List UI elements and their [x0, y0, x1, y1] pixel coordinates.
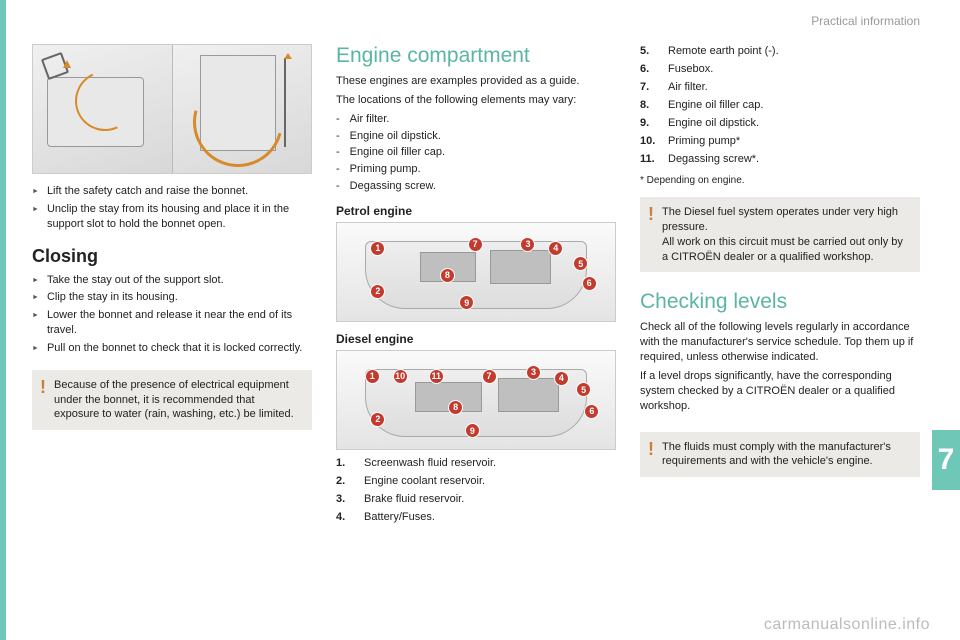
engine-marker: 4	[548, 241, 563, 256]
legend-text: Brake fluid reservoir.	[364, 492, 464, 508]
checking-levels-heading: Checking levels	[640, 290, 920, 314]
engine-marker: 7	[482, 369, 497, 384]
warning-icon: !	[40, 378, 46, 423]
legend-text: Engine coolant reservoir.	[364, 474, 485, 490]
engine-marker: 7	[468, 237, 483, 252]
legend-num: 10.	[640, 134, 668, 150]
closing-steps: Take the stay out of the support slot. C…	[32, 273, 312, 356]
bonnet-figure	[32, 44, 312, 174]
warning-fluids: ! The fluids must comply with the manufa…	[640, 432, 920, 478]
engine-marker: 1	[365, 369, 380, 384]
diesel-heading: Diesel engine	[336, 332, 616, 346]
engine-marker: 6	[582, 276, 597, 291]
vary-list: Air filter. Engine oil dipstick. Engine …	[336, 112, 616, 194]
step-text: Lift the safety catch and raise the bonn…	[47, 184, 248, 199]
legend-num: 9.	[640, 116, 668, 132]
legend-text: Screenwash fluid reservoir.	[364, 456, 496, 472]
engine-marker: 8	[440, 268, 455, 283]
chapter-tab: 7	[932, 430, 960, 490]
diesel-engine-figure: 1101173456289	[336, 350, 616, 450]
intro-text: These engines are examples provided as a…	[336, 74, 616, 89]
warning-line: The Diesel fuel system operates under ve…	[662, 206, 898, 233]
step-text: Lower the bonnet and release it near the…	[47, 308, 312, 338]
warning-water: ! Because of the presence of electrical …	[32, 370, 312, 431]
legend-num: 2.	[336, 474, 364, 490]
engine-marker: 4	[554, 371, 569, 386]
step-text: Unclip the stay from its housing and pla…	[47, 202, 312, 232]
levels-paragraph: If a level drops significantly, have the…	[640, 369, 920, 414]
intro-text: The locations of the following elements …	[336, 93, 616, 108]
engine-marker: 2	[370, 412, 385, 427]
engine-marker: 11	[429, 369, 444, 384]
engine-compartment-heading: Engine compartment	[336, 44, 616, 68]
legend-num: 6.	[640, 62, 668, 78]
legend-text: Air filter.	[668, 80, 708, 96]
legend-text: Engine oil dipstick.	[668, 116, 759, 132]
column-2: Engine compartment These engines are exa…	[336, 44, 616, 630]
section-header: Practical information	[811, 14, 920, 28]
footnote: * Depending on engine.	[640, 174, 920, 188]
step-text: Pull on the bonnet to check that it is l…	[47, 341, 302, 356]
column-1: Lift the safety catch and raise the bonn…	[32, 44, 312, 630]
legend-num: 5.	[640, 44, 668, 60]
petrol-engine-figure: 123456789	[336, 222, 616, 322]
warning-icon: !	[648, 205, 654, 264]
legend-text: Degassing screw*.	[668, 152, 759, 168]
engine-marker: 3	[526, 365, 541, 380]
engine-marker: 2	[370, 284, 385, 299]
warning-line: All work on this circuit must be carried…	[662, 236, 903, 263]
legend-text: Remote earth point (-).	[668, 44, 779, 60]
warning-diesel-pressure: ! The Diesel fuel system operates under …	[640, 197, 920, 272]
engine-marker: 10	[393, 369, 408, 384]
bonnet-open-steps: Lift the safety catch and raise the bonn…	[32, 184, 312, 232]
warning-icon: !	[648, 440, 654, 470]
step-text: Clip the stay in its housing.	[47, 290, 178, 305]
accent-bar	[0, 0, 6, 640]
legend-text: Battery/Fuses.	[364, 510, 435, 526]
engine-marker: 1	[370, 241, 385, 256]
engine-marker: 6	[584, 404, 599, 419]
watermark: carmanualsonline.info	[764, 616, 930, 634]
legend-list: 1.Screenwash fluid reservoir. 2.Engine c…	[336, 456, 616, 526]
legend-num: 3.	[336, 492, 364, 508]
warning-text: The fluids must comply with the manufact…	[662, 440, 910, 470]
list-item: Air filter.	[350, 112, 390, 127]
legend-num: 4.	[336, 510, 364, 526]
closing-heading: Closing	[32, 246, 312, 267]
warning-text: Because of the presence of electrical eq…	[54, 378, 302, 423]
list-item: Degassing screw.	[350, 179, 436, 194]
engine-marker: 5	[576, 382, 591, 397]
legend-num: 11.	[640, 152, 668, 168]
step-text: Take the stay out of the support slot.	[47, 273, 224, 288]
legend-list-cont: 5.Remote earth point (-). 6.Fusebox. 7.A…	[640, 44, 920, 168]
list-item: Priming pump.	[350, 162, 421, 177]
legend-text: Priming pump*	[668, 134, 740, 150]
levels-paragraph: Check all of the following levels regula…	[640, 320, 920, 365]
legend-text: Engine oil filler cap.	[668, 98, 763, 114]
warning-text: The Diesel fuel system operates under ve…	[662, 205, 910, 264]
content-columns: Lift the safety catch and raise the bonn…	[32, 44, 920, 630]
legend-num: 7.	[640, 80, 668, 96]
list-item: Engine oil dipstick.	[350, 129, 441, 144]
legend-text: Fusebox.	[668, 62, 713, 78]
legend-num: 8.	[640, 98, 668, 114]
list-item: Engine oil filler cap.	[350, 145, 445, 160]
petrol-heading: Petrol engine	[336, 204, 616, 218]
engine-marker: 8	[448, 400, 463, 415]
legend-num: 1.	[336, 456, 364, 472]
column-3: 5.Remote earth point (-). 6.Fusebox. 7.A…	[640, 44, 920, 630]
